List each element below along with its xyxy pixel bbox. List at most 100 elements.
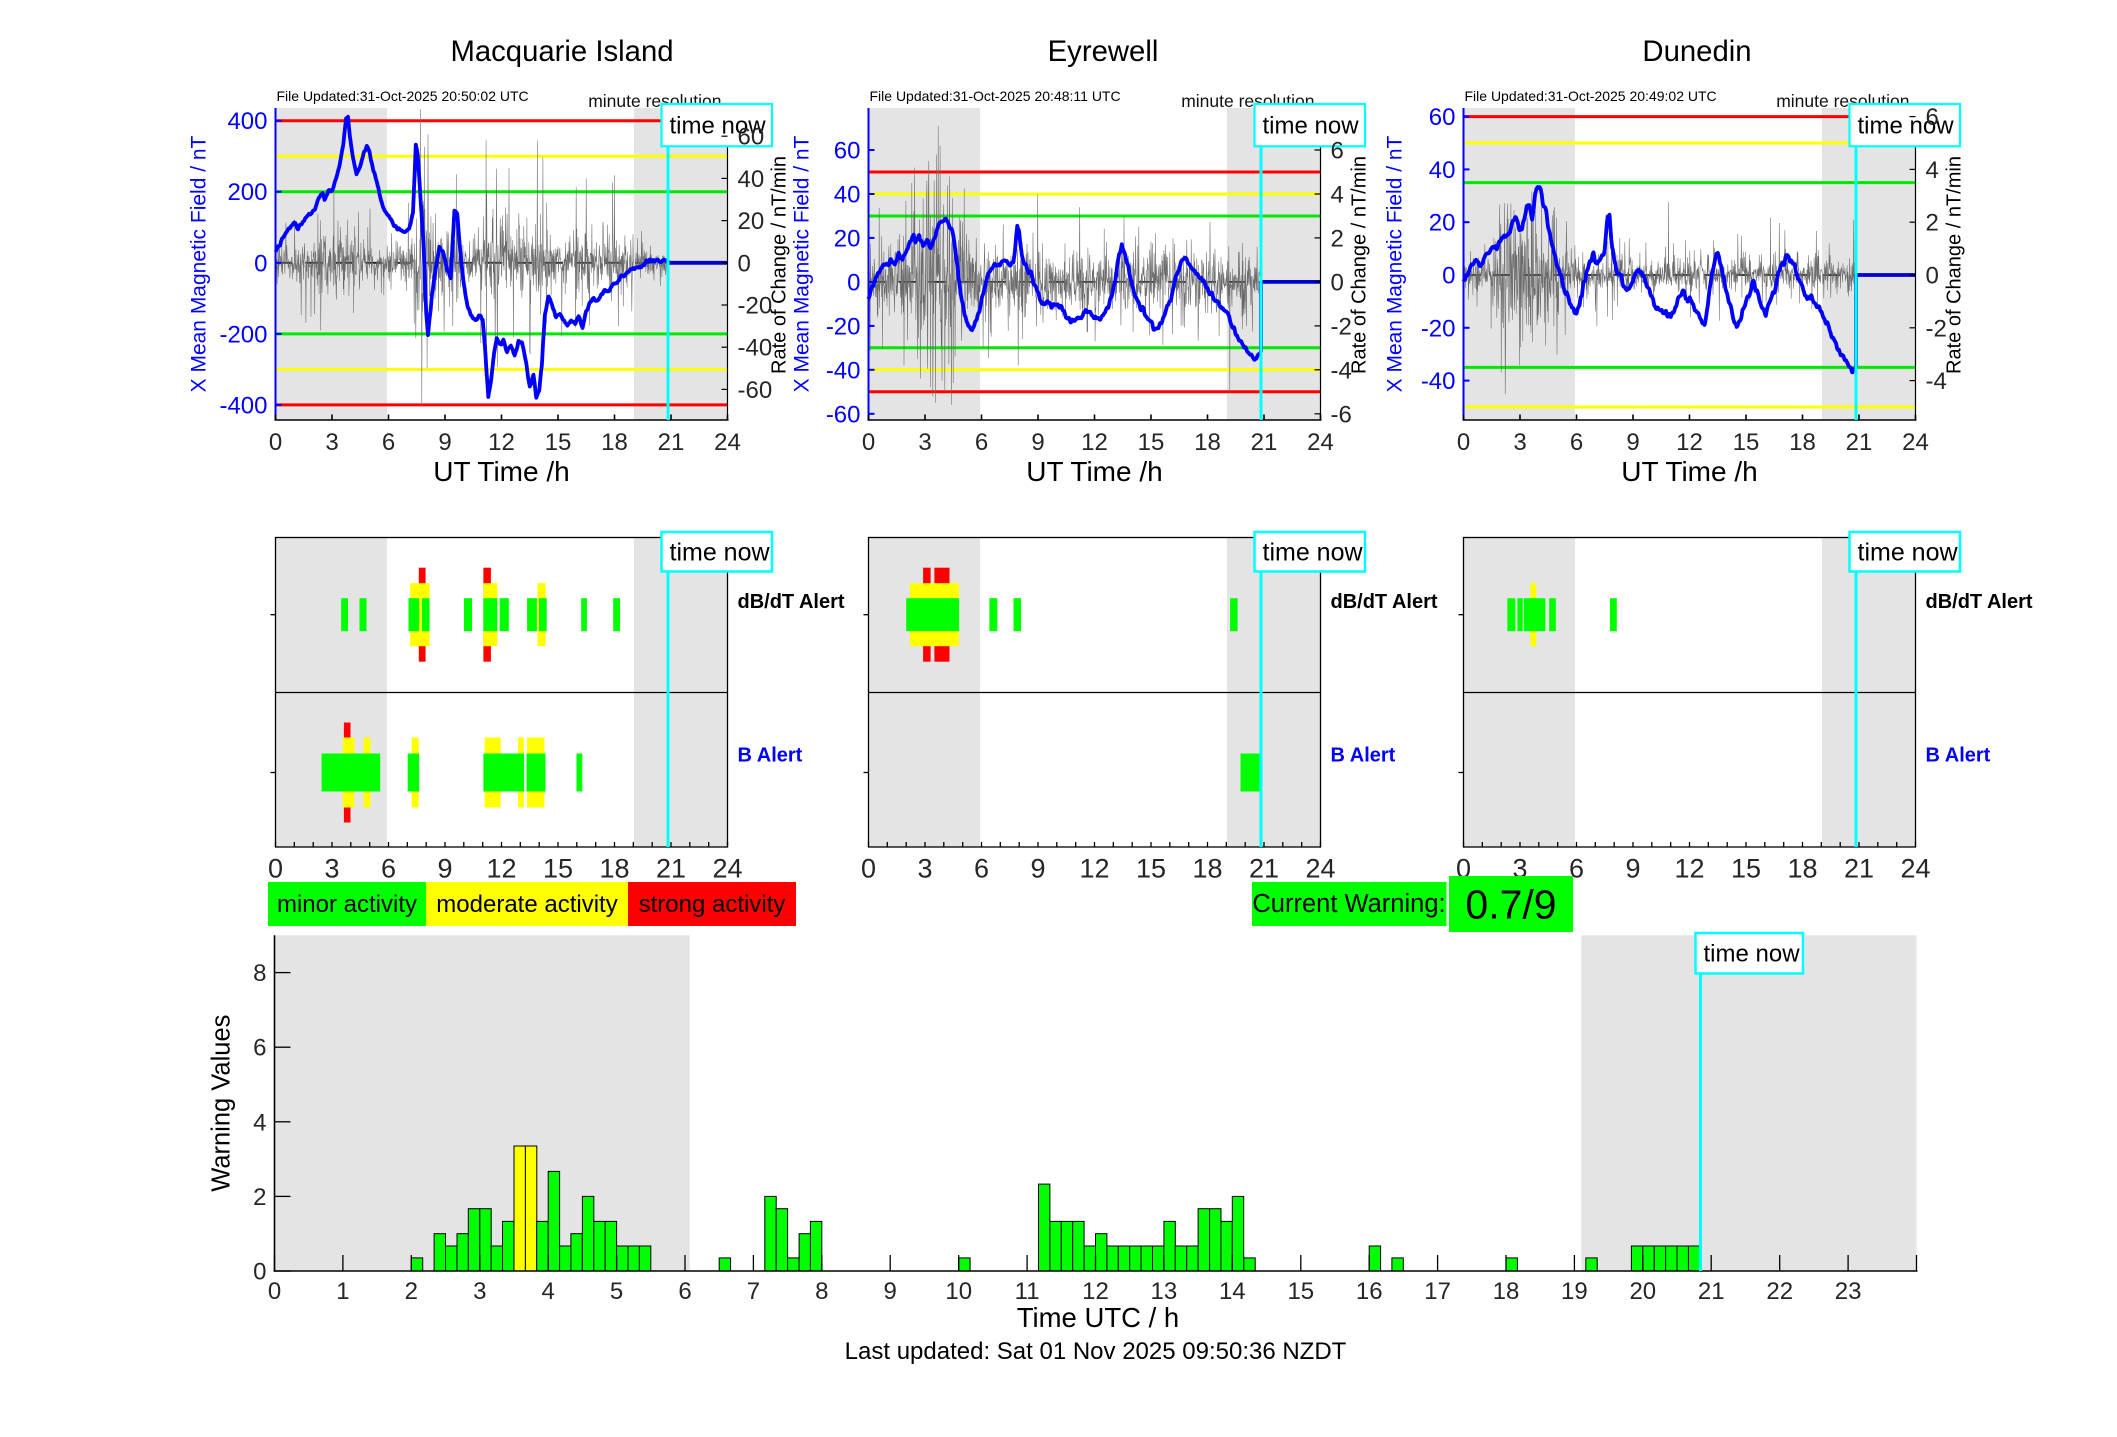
svg-text:3: 3 [918,429,931,456]
svg-text:Macquarie Island: Macquarie Island [450,35,673,68]
svg-text:time now: time now [670,113,767,140]
svg-text:X Mean Magnetic Field / nT: X Mean Magnetic Field / nT [791,135,814,392]
svg-text:Rate of Change / nT/min: Rate of Change / nT/min [1944,156,1966,374]
svg-text:6: 6 [1570,429,1583,456]
svg-text:time now: time now [1858,539,1959,567]
svg-text:-60: -60 [738,377,773,404]
svg-text:15: 15 [1138,429,1165,456]
svg-text:-40: -40 [1421,368,1456,395]
svg-text:21: 21 [1251,429,1278,456]
svg-text:X Mean Magnetic Field / nT: X Mean Magnetic Field / nT [188,135,211,392]
svg-text:-20: -20 [826,313,861,340]
svg-text:18: 18 [1789,429,1816,456]
svg-text:minor activity: minor activity [277,891,417,918]
svg-text:-40: -40 [826,357,861,384]
svg-text:21: 21 [1844,854,1874,884]
svg-text:-4: -4 [1331,357,1352,384]
svg-text:15: 15 [1287,1278,1314,1305]
svg-text:60: 60 [738,124,765,151]
svg-text:3: 3 [917,854,932,884]
svg-text:4: 4 [542,1278,555,1305]
svg-text:12: 12 [1676,429,1703,456]
svg-text:400: 400 [227,108,267,135]
svg-text:6: 6 [678,1278,691,1305]
svg-text:File Updated:31-Oct-2025 20:49: File Updated:31-Oct-2025 20:49:02 UTC [1465,88,1717,104]
svg-text:40: 40 [834,182,861,209]
svg-text:Last updated: Sat 01 Nov 2025: Last updated: Sat 01 Nov 2025 09:50:36 N… [845,1338,1347,1365]
svg-text:-6: -6 [1331,401,1352,428]
svg-text:12: 12 [1079,854,1109,884]
svg-text:0: 0 [1457,429,1470,456]
svg-text:3: 3 [473,1278,486,1305]
svg-text:6: 6 [253,1035,266,1062]
svg-text:9: 9 [1625,854,1640,884]
svg-text:10: 10 [945,1278,972,1305]
svg-text:-40: -40 [738,335,773,362]
svg-text:20: 20 [834,225,861,252]
svg-text:6: 6 [382,429,395,456]
svg-text:19: 19 [1561,1278,1588,1305]
svg-text:6: 6 [381,854,396,884]
svg-text:4: 4 [253,1109,266,1136]
svg-text:B Alert: B Alert [738,745,803,767]
svg-text:24: 24 [1307,429,1334,456]
svg-text:6: 6 [1331,138,1344,165]
svg-text:20: 20 [1629,1278,1656,1305]
svg-text:18: 18 [599,854,629,884]
svg-text:Dunedin: Dunedin [1642,35,1751,68]
svg-text:12: 12 [488,429,515,456]
svg-text:15: 15 [1733,429,1760,456]
svg-text:dB/dT Alert: dB/dT Alert [1331,591,1438,613]
svg-text:8: 8 [253,960,266,987]
svg-text:21: 21 [1698,1278,1725,1305]
svg-text:18: 18 [1194,429,1221,456]
svg-text:Current Warning:: Current Warning: [1252,890,1445,918]
svg-text:21: 21 [656,854,686,884]
svg-text:0: 0 [268,854,283,884]
svg-text:200: 200 [227,179,267,206]
svg-text:B Alert: B Alert [1331,745,1396,767]
svg-text:File Updated:31-Oct-2025 20:48: File Updated:31-Oct-2025 20:48:11 UTC [870,88,1121,104]
svg-text:3: 3 [324,854,339,884]
svg-text:20: 20 [738,208,765,235]
svg-text:9: 9 [884,1278,897,1305]
svg-text:14: 14 [1219,1278,1246,1305]
svg-text:9: 9 [1030,854,1045,884]
svg-text:13: 13 [1151,1278,1178,1305]
svg-text:9: 9 [437,854,452,884]
svg-text:time now: time now [1858,113,1955,140]
svg-text:2: 2 [1926,210,1939,237]
svg-text:24: 24 [1305,854,1335,884]
svg-text:23: 23 [1835,1278,1862,1305]
svg-text:moderate activity: moderate activity [436,891,617,918]
svg-text:-60: -60 [826,401,861,428]
svg-text:12: 12 [486,854,516,884]
svg-text:15: 15 [1136,854,1166,884]
svg-text:0: 0 [254,250,267,277]
svg-text:2: 2 [1331,225,1344,252]
svg-text:60: 60 [834,138,861,165]
svg-text:time now: time now [1704,941,1801,968]
svg-text:7: 7 [747,1278,760,1305]
svg-text:Rate of Change / nT/min: Rate of Change / nT/min [769,156,791,374]
svg-text:-2: -2 [1926,315,1947,342]
svg-text:60: 60 [1429,104,1456,131]
svg-text:UT Time /h: UT Time /h [433,456,569,487]
svg-text:-20: -20 [1421,315,1456,342]
svg-text:6: 6 [975,429,988,456]
svg-text:0: 0 [268,1278,281,1305]
svg-text:12: 12 [1081,429,1108,456]
svg-text:3: 3 [325,429,338,456]
svg-text:Time UTC / h: Time UTC / h [1017,1302,1179,1333]
svg-text:Warning Values: Warning Values [208,1015,236,1192]
svg-text:2: 2 [253,1184,266,1211]
svg-text:Eyrewell: Eyrewell [1048,35,1159,68]
svg-text:File Updated:31-Oct-2025 20:50: File Updated:31-Oct-2025 20:50:02 UTC [277,88,529,104]
svg-text:11: 11 [1015,1278,1040,1305]
svg-text:strong activity: strong activity [639,891,786,918]
svg-text:8: 8 [815,1278,828,1305]
svg-text:UT Time /h: UT Time /h [1026,456,1162,487]
svg-text:-200: -200 [219,321,267,348]
svg-text:24: 24 [712,854,742,884]
svg-text:20: 20 [1429,210,1456,237]
